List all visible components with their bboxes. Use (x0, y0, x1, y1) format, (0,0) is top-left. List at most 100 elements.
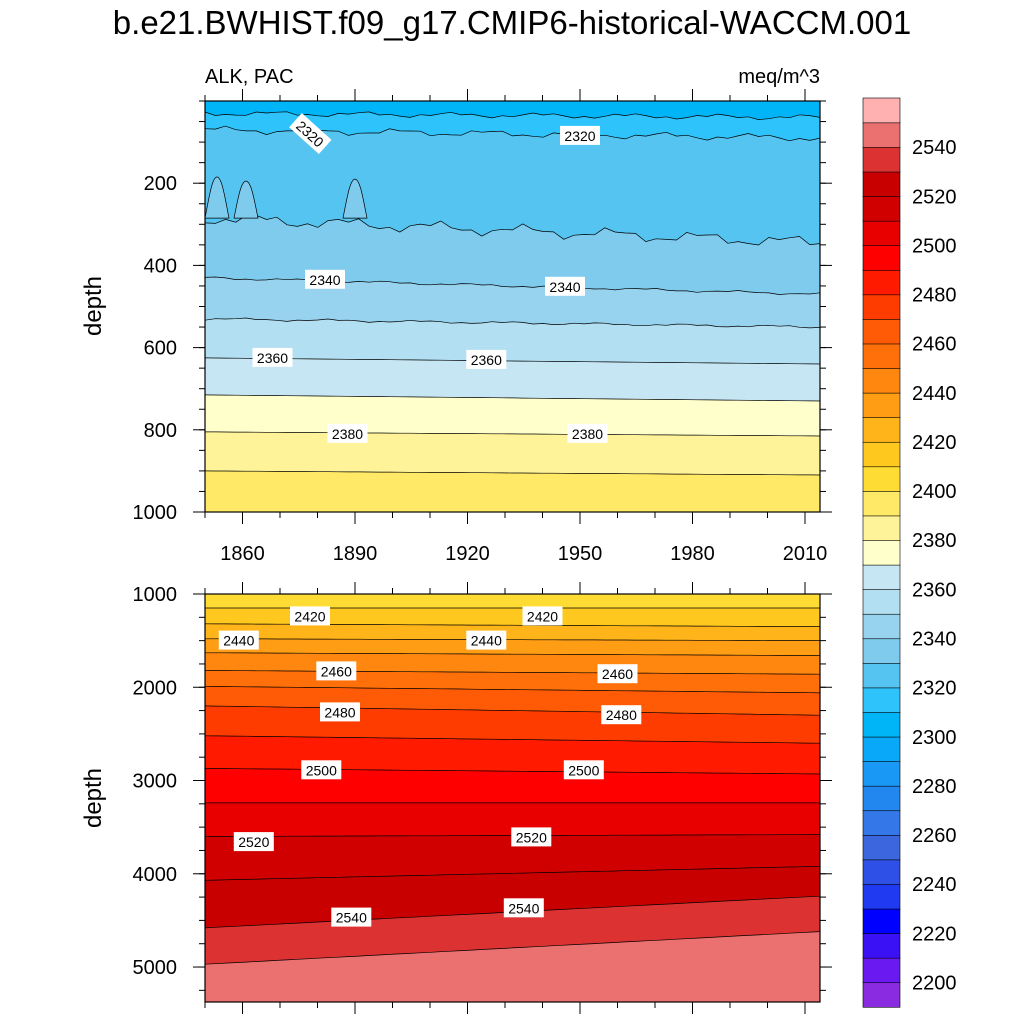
colorbar-swatch (862, 711, 901, 738)
y-tick-label: 4000 (133, 864, 178, 886)
colorbar-swatch (862, 171, 901, 197)
contour-label: 2360 (252, 347, 293, 367)
colorbar-swatch (862, 515, 901, 541)
contour-label-text: 2520 (516, 829, 547, 845)
contour-label-text: 2480 (606, 707, 637, 723)
contour-label: 2380 (567, 423, 608, 443)
contour-label-bg (218, 630, 259, 650)
contour-label-bg (563, 760, 604, 780)
units-label: meq/m^3 (738, 66, 820, 88)
bottom-panel: 2420 2420 2440 2440 2460 2460 2480 2480 2500 2500… (133, 582, 832, 1014)
contour-label-bg (290, 606, 330, 626)
bottom-axes: 1000 2000 3000 4000 5000 (133, 582, 832, 1014)
top-y-axis-label: depth (80, 276, 107, 336)
colorbar-swatch (862, 883, 901, 910)
contour-label: 2420 (522, 606, 563, 626)
colorbar-swatch (862, 269, 901, 296)
y-tick-label: 3000 (133, 771, 178, 793)
y-tick-label: 1000 (133, 502, 178, 524)
contour-label-text: 2460 (321, 663, 352, 679)
contour-label-text: 2420 (294, 608, 325, 624)
colorbar-label: 2500 (912, 235, 957, 257)
band-fill (205, 931, 820, 1002)
colorbar-swatch (862, 908, 901, 934)
contour-label-text: 2420 (527, 608, 558, 624)
contour-label-text: 2340 (309, 272, 340, 288)
contour-label-bg (289, 113, 332, 154)
contour-label: 2420 (290, 606, 330, 626)
colorbar-swatch (862, 564, 901, 590)
contour-label: 2520 (511, 827, 552, 847)
x-tick-label: 2010 (783, 543, 828, 565)
contour-line (205, 317, 820, 329)
contour-line (205, 685, 820, 694)
contour-label: 2480 (601, 705, 642, 725)
colorbar-swatch (862, 932, 901, 959)
colorbar-label: 2200 (912, 972, 957, 994)
left-panel-label: ALK, PAC (205, 66, 294, 88)
top-fill-layer (205, 101, 820, 512)
contour-line (205, 111, 820, 120)
contour-label-bg (331, 907, 372, 927)
contour-label: 2460 (597, 664, 638, 684)
contour-label-bg (466, 630, 507, 650)
colorbar-label: 2280 (912, 776, 957, 798)
colorbar-label: 2440 (912, 383, 957, 405)
contour-line (205, 735, 820, 744)
colorbar-label: 2420 (912, 432, 957, 454)
contour-label: 2320 (560, 125, 600, 145)
contour-label-text: 2540 (336, 910, 367, 926)
contour-label-bg (601, 705, 642, 725)
contour-line (205, 652, 820, 656)
contour-label: 2540 (331, 907, 372, 927)
contour-line (205, 431, 820, 437)
colorbar-swatch (862, 122, 901, 148)
contour-label-text: 2340 (549, 279, 580, 295)
bottom-fill-layer (205, 594, 820, 1002)
colorbar-swatch (862, 318, 901, 345)
contour-label: 2460 (316, 661, 357, 681)
contour-label-bg (560, 125, 600, 145)
contour-line (205, 638, 820, 641)
contour-label: 2380 (327, 423, 368, 443)
colorbar-label: 2320 (912, 678, 957, 700)
axes-frame (204, 593, 821, 1003)
contour-bump (342, 178, 368, 219)
colorbar-label: 2540 (912, 137, 957, 159)
colorbar-swatch (862, 392, 901, 418)
contour-label-text: 2440 (223, 633, 254, 649)
colorbar-swatch (862, 441, 901, 468)
colorbar-swatch (862, 97, 901, 124)
contour-label-text: 2500 (568, 762, 599, 778)
colorbar-label: 2400 (912, 481, 957, 503)
colorbar-label: 2520 (912, 186, 957, 208)
figure-title: b.e21.BWHIST.f09_g17.CMIP6-historical-WA… (113, 4, 911, 41)
contour-line (205, 670, 820, 675)
contour-label-text: 2360 (257, 350, 288, 366)
colorbar-swatch (862, 417, 901, 443)
contour-label-text: 2360 (471, 352, 502, 368)
contour-label-bg (511, 827, 552, 847)
bottom-contour-labels: 2420 2420 2440 2440 2460 2460 2480 2480 2500 2500… (218, 606, 642, 927)
colorbar-label: 2240 (912, 874, 957, 896)
contour-label-bg (545, 276, 585, 296)
contour-label-bg (522, 606, 563, 626)
colorbar: 2200 2220 2240 2260 2280 2300 2320 2340 2360 2380… (862, 97, 957, 1008)
x-tick-label: 1980 (670, 543, 715, 565)
colorbar-label: 2340 (912, 629, 957, 651)
y-tick-label: 2000 (133, 677, 178, 699)
colorbar-swatch (862, 466, 901, 492)
contour-label-text: 2520 (238, 834, 269, 850)
y-tick-label: 400 (144, 255, 177, 277)
colorbar-label: 2480 (912, 285, 957, 307)
x-tick-label: 1890 (333, 543, 378, 565)
contour-label: 2500 (301, 760, 342, 780)
contour-label-text: 2380 (332, 426, 363, 442)
contour-line (205, 865, 820, 881)
contour-label-text: 2460 (602, 666, 633, 682)
y-tick-label: 5000 (133, 957, 178, 979)
contour-label-bg (305, 269, 345, 289)
colorbar-swatch (862, 761, 901, 787)
